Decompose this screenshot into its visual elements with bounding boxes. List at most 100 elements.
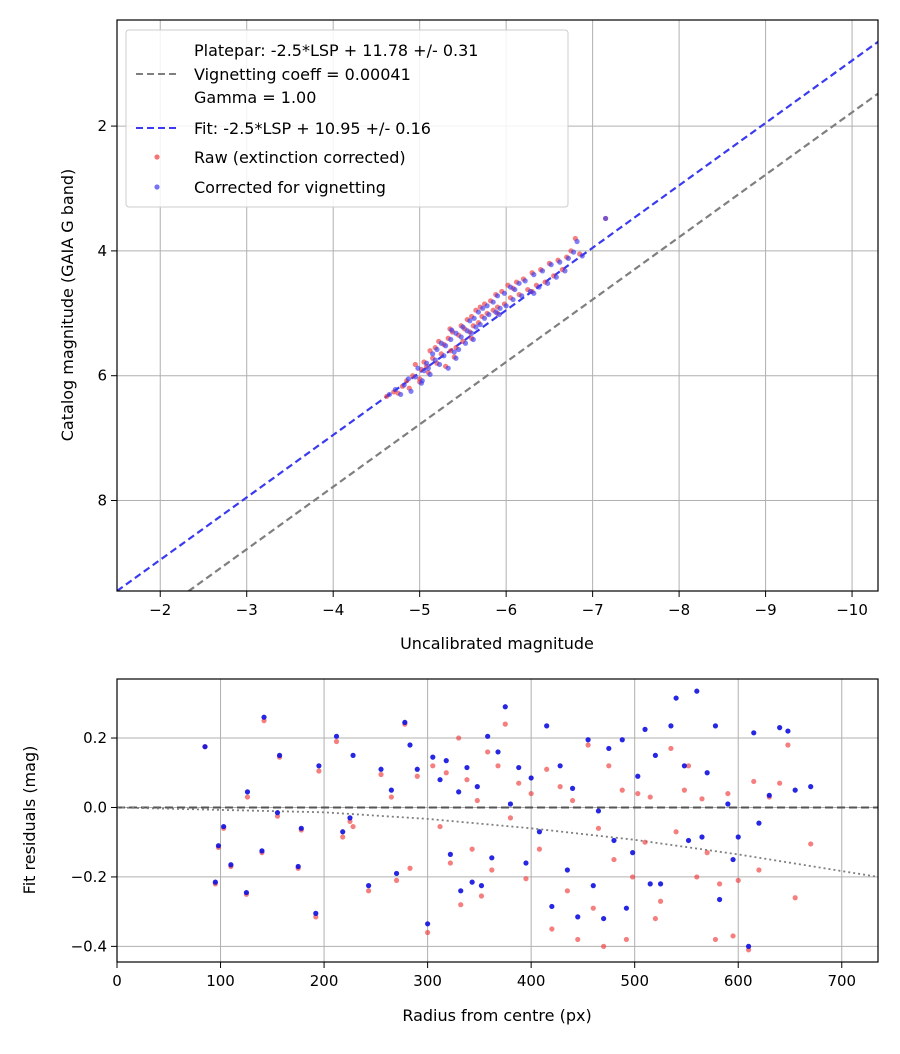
raw-residual-point [635, 790, 641, 797]
raw-residual-point [756, 867, 762, 873]
corrected-residual-point [347, 815, 353, 821]
legend-fit-label: Fit: -2.5*LSP + 10.95 +/- 0.16 [194, 119, 431, 138]
corrected-residual-point [601, 915, 607, 922]
raw-residual-point [437, 823, 443, 830]
raw-residual-point [549, 926, 555, 932]
corrected-residual-point [447, 851, 453, 857]
corrected-point [467, 318, 473, 324]
corrected-residual-point [414, 766, 420, 772]
raw-residual-point [730, 933, 736, 939]
corrected-residual-point [516, 764, 522, 771]
raw-residual-point [340, 834, 346, 840]
x-tick-label: −10 [836, 601, 868, 619]
raw-residual-point [630, 874, 636, 880]
corrected-residual-point [458, 888, 464, 894]
top-data-points [384, 215, 609, 399]
legend-corrected-label: Corrected for vignetting [194, 178, 386, 197]
corrected-residual-point [244, 789, 251, 795]
corrected-point [531, 290, 537, 296]
corrected-point [405, 376, 412, 382]
legend-gamma-label: Gamma = 1.00 [194, 88, 316, 107]
x-tick-label: 700 [827, 972, 856, 990]
corrected-point [516, 280, 522, 286]
raw-residual-point [716, 881, 723, 887]
raw-residual-point [606, 763, 612, 769]
corrected-residual-point [611, 837, 617, 844]
corrected-point [430, 351, 436, 357]
raw-residual-point [575, 936, 581, 943]
corrected-residual-point [619, 737, 625, 743]
raw-residual-point [735, 877, 741, 883]
corrected-residual-point [430, 754, 436, 760]
raw-residual-point [489, 867, 495, 873]
corrected-point [486, 311, 492, 318]
raw-residual-point [507, 815, 514, 821]
x-tick-label: 400 [517, 972, 546, 990]
corrected-point [470, 336, 476, 343]
raw-residual-point [590, 905, 596, 911]
corrected-point [522, 278, 528, 284]
raw-residual-point [673, 829, 679, 835]
corrected-point [471, 315, 477, 321]
corrected-point [571, 249, 577, 255]
corrected-point [507, 284, 514, 290]
raw-residual-point [712, 936, 719, 943]
x-tick-label: −5 [409, 601, 431, 619]
raw-residual-point [464, 777, 470, 783]
corrected-point [449, 327, 455, 333]
x-tick-label: 0 [112, 972, 122, 990]
y-tick-label: −0.2 [71, 868, 107, 886]
x-tick-label: −9 [755, 601, 777, 619]
corrected-point [565, 255, 572, 261]
corrected-point [458, 334, 464, 340]
y-tick-label: 0.0 [83, 798, 107, 816]
x-tick-label: 200 [310, 972, 339, 990]
corrected-point [432, 357, 438, 363]
corrected-residual-point [681, 763, 687, 769]
corrected-residual-point [735, 834, 741, 840]
line-fit [117, 40, 878, 591]
raw-residual-point [502, 721, 508, 727]
corrected-residual-point [725, 801, 731, 807]
corrected-residual-point [694, 688, 700, 694]
corrected-residual-point [712, 723, 719, 729]
x-tick-label: −4 [322, 601, 344, 619]
raw-residual-point [544, 766, 550, 772]
y-tick-label: 0.2 [83, 729, 107, 747]
raw-residual-point [668, 745, 674, 752]
corrected-residual-point [313, 910, 319, 916]
raw-residual-point [456, 735, 462, 741]
corrected-residual-point [478, 883, 485, 889]
corrected-residual-point [756, 820, 762, 826]
corrected-point [451, 349, 457, 355]
corrected-point [480, 305, 486, 311]
magnitude-scatter-plot: −2 −3 −4 −5 −6 −7 −8 −9 −10 2 4 6 8 Uncalibrated ma… [58, 19, 879, 653]
corrected-point [421, 368, 427, 374]
corrected-residual-point [443, 758, 449, 764]
corrected-residual-point [544, 723, 550, 729]
raw-residual-point [365, 888, 372, 894]
bottom-y-ticks: 0.2 0.0 −0.2 −0.4 [71, 729, 117, 955]
raw-residual-point [469, 846, 475, 852]
corrected-residual-point [298, 825, 304, 831]
corrected-residual-point [590, 883, 596, 889]
top-legend: Platepar: -2.5*LSP + 11.78 +/- 0.31 Vign… [125, 29, 569, 208]
raw-residual-point [642, 839, 648, 845]
top-y-ticks: 2 4 6 8 [97, 117, 117, 510]
y-tick-label: 4 [97, 242, 107, 260]
corrected-residual-point [316, 763, 322, 769]
corrected-residual-point [489, 855, 495, 861]
legend-platepar-label: Platepar: -2.5*LSP + 11.78 +/- 0.31 [194, 41, 478, 60]
corrected-point [408, 388, 414, 394]
corrected-residual-point [402, 719, 408, 726]
corrected-residual-point [456, 789, 462, 795]
raw-residual-point [536, 846, 543, 852]
raw-residual-point [611, 856, 617, 863]
corrected-residual-point [425, 921, 431, 927]
legend-box [125, 29, 569, 208]
top-x-ticks: −2 −3 −4 −5 −6 −7 −8 −9 −10 [149, 591, 868, 619]
raw-residual-point [425, 929, 431, 936]
raw-residual-point [388, 794, 394, 800]
corrected-residual-point [333, 733, 340, 739]
raw-residual-point [601, 943, 607, 949]
